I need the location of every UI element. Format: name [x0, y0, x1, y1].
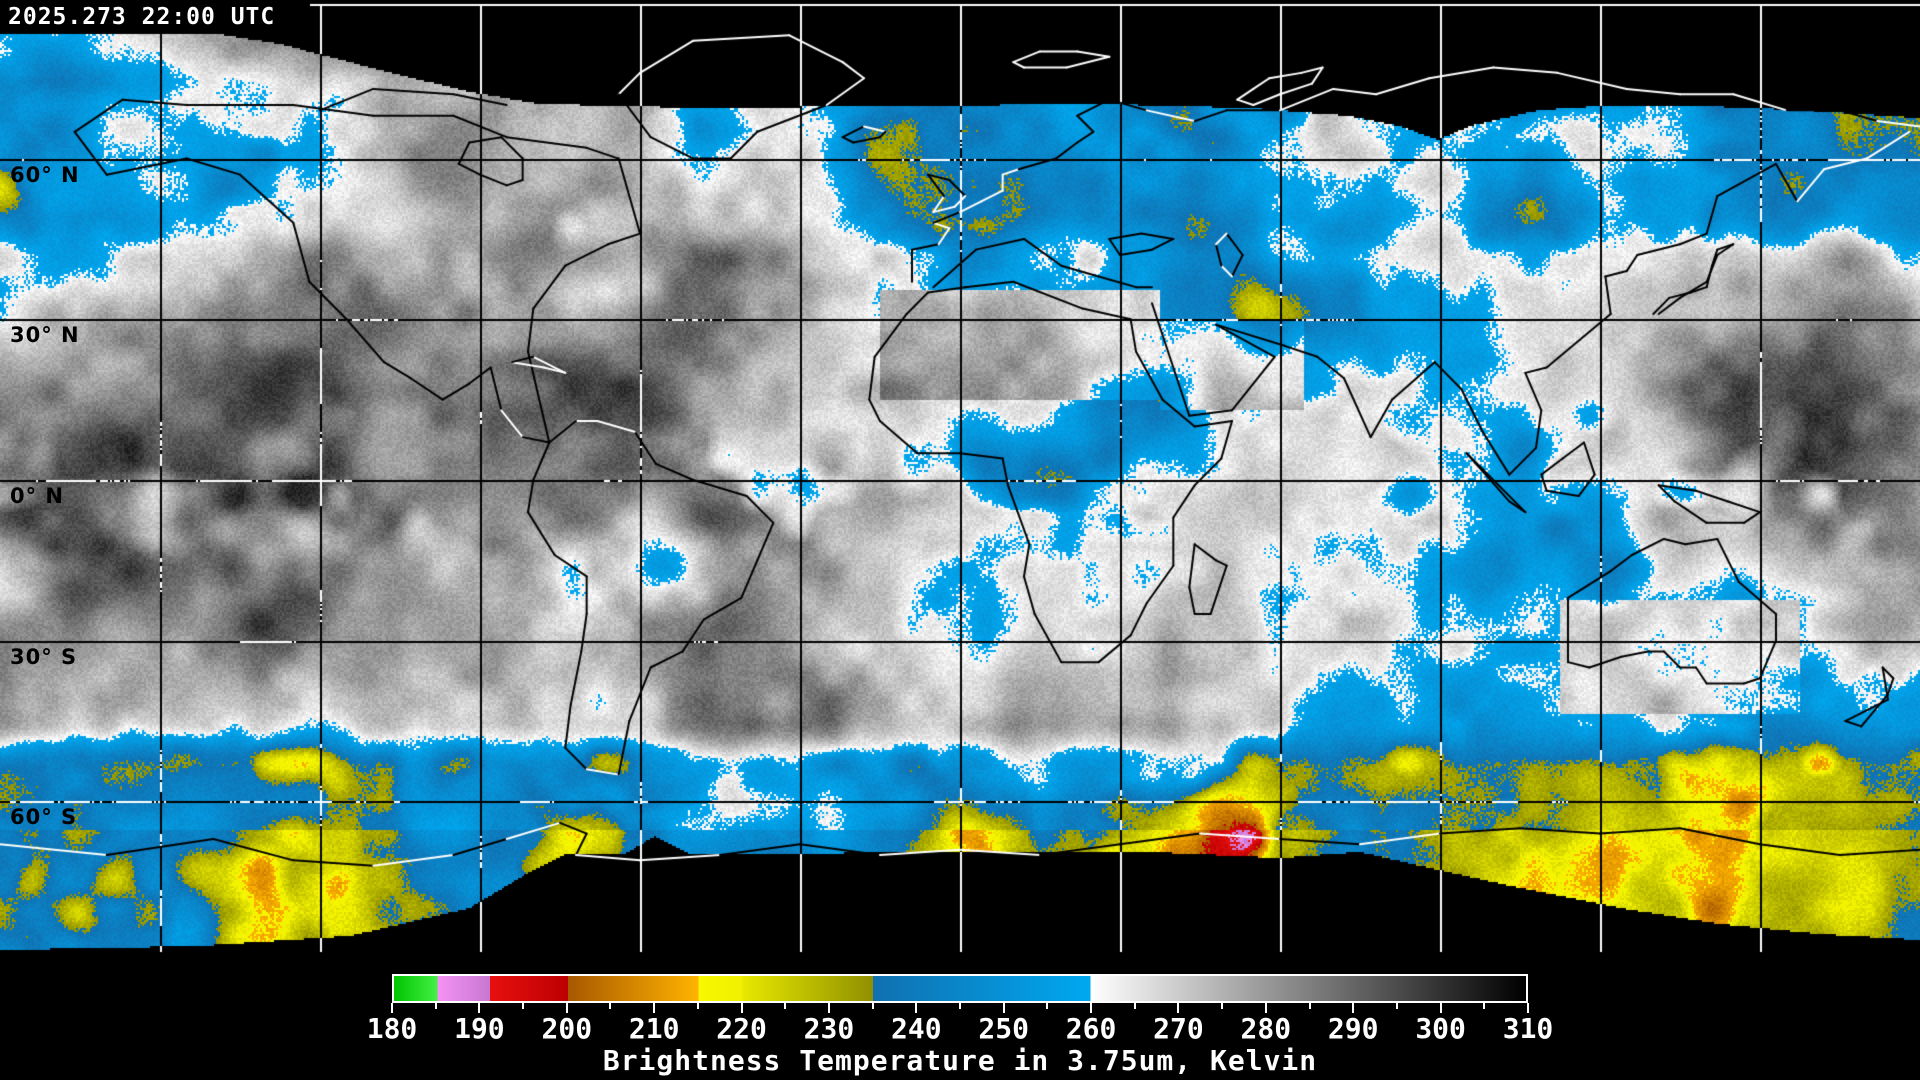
colorbar-minor-tick-245: [959, 1003, 961, 1009]
colorbar-tick-label-260: 260: [1065, 1012, 1117, 1045]
colorbar-major-tick-310: [1527, 1003, 1529, 1013]
colorbar-tick-label-230: 230: [803, 1012, 855, 1045]
colorbar-major-tick-290: [1352, 1003, 1355, 1013]
colorbar-minor-tick-205: [609, 1003, 612, 1009]
colorbar-minor-tick-295: [1395, 1003, 1398, 1009]
colorbar-minor-tick-185: [434, 1003, 437, 1009]
colorbar-major-tick-200: [565, 1003, 568, 1013]
colorbar-tick-label-300: 300: [1415, 1012, 1466, 1045]
colorbar-tick-label-190: 190: [454, 1012, 505, 1045]
colorbar: [392, 974, 1528, 1003]
colorbar-major-tick-210: [653, 1003, 656, 1013]
colorbar-major-tick-230: [827, 1003, 830, 1013]
colorbar-major-tick-260: [1090, 1003, 1093, 1013]
colorbar-major-tick-270: [1177, 1003, 1180, 1013]
colorbar-minor-tick-255: [1046, 1003, 1049, 1009]
colorbar-minor-tick-305: [1483, 1003, 1486, 1009]
colorbar-minor-tick-275: [1221, 1003, 1224, 1009]
colorbar-major-tick-180: [391, 1003, 393, 1013]
colorbar-tick-label-290: 290: [1327, 1012, 1379, 1045]
colorbar-major-tick-220: [740, 1003, 743, 1013]
colorbar-tick-label-220: 220: [716, 1012, 767, 1045]
colorbar-tick-label-280: 280: [1240, 1012, 1292, 1045]
lat-label-30s: 30° S: [10, 644, 78, 669]
colorbar-major-tick-190: [478, 1003, 481, 1013]
colorbar-minor-tick-285: [1308, 1003, 1311, 1009]
colorbar-major-tick-240: [915, 1003, 918, 1013]
colorbar-title: Brightness Temperature in 3.75um, Kelvin: [602, 1044, 1318, 1077]
colorbar-tick-label-210: 210: [628, 1012, 680, 1045]
colorbar-tick-label-270: 270: [1153, 1012, 1204, 1045]
lat-label-60s: 60° S: [10, 805, 78, 830]
colorbar-tick-label-240: 240: [891, 1012, 942, 1045]
satellite-map-canvas: [0, 0, 1920, 968]
colorbar-major-tick-280: [1264, 1003, 1267, 1013]
colorbar-minor-tick-225: [784, 1003, 787, 1009]
colorbar-tick-label-310: 310: [1502, 1012, 1554, 1045]
timestamp-label: 2025.273 22:00 UTC: [8, 4, 276, 30]
lat-label-30n: 30° N: [10, 323, 80, 348]
lat-label-60n: 60° N: [10, 162, 80, 187]
colorbar-tick-label-250: 250: [978, 1012, 1029, 1045]
colorbar-minor-tick-195: [522, 1003, 525, 1009]
colorbar-tick-label-200: 200: [541, 1012, 593, 1045]
lat-label-0n: 0° N: [10, 484, 64, 508]
colorbar-minor-tick-265: [1133, 1003, 1136, 1009]
colorbar-gradient: [394, 976, 1526, 1001]
colorbar-minor-tick-215: [696, 1003, 699, 1009]
colorbar-major-tick-300: [1439, 1003, 1442, 1013]
colorbar-major-tick-250: [1002, 1003, 1005, 1013]
colorbar-minor-tick-235: [871, 1003, 874, 1009]
colorbar-tick-label-180: 180: [366, 1012, 418, 1045]
